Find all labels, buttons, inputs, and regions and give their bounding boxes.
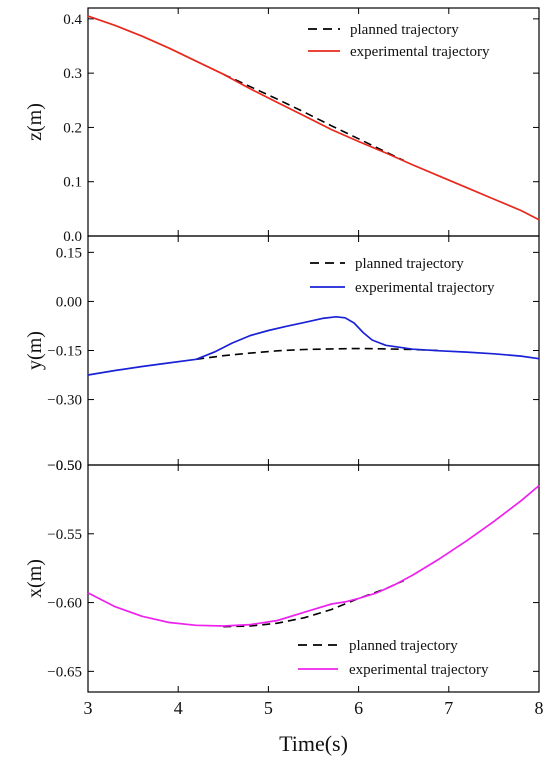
panel-2: −0.50 −0.30 −0.15 0.00 0.15 y(m) planned traje… [24, 235, 540, 474]
y-tick-label: −0.15 [47, 344, 82, 360]
series-line-experimental-trajectory [87, 315, 540, 376]
legend-label: experimental trajectory [355, 280, 495, 296]
y-tick-label: −0.30 [47, 393, 82, 409]
x-tick-label: 8 [535, 698, 544, 718]
series-line-planned-trajectory [196, 347, 440, 361]
x-tick-label: 6 [354, 698, 363, 718]
y-axis-label: y(m) [24, 331, 46, 370]
x-tick-label: 3 [84, 698, 93, 718]
y-tick-label: 0.1 [63, 175, 82, 191]
series-line-planned-trajectory [223, 579, 405, 628]
y-tick-label: −0.65 [47, 664, 82, 680]
series-line-planned-trajectory [222, 73, 405, 162]
y-tick-label: −0.50 [47, 458, 82, 474]
x-tick-label: 4 [174, 698, 183, 718]
y-tick-label: −0.50 [47, 458, 82, 474]
y-tick-label: 0.3 [63, 66, 82, 82]
panel-frame [87, 464, 540, 693]
series-line-experimental-trajectory [87, 484, 540, 627]
x-tick-label: 7 [444, 698, 453, 718]
y-axis-label: x(m) [24, 559, 46, 598]
panel-3: −0.65 −0.60 −0.55 −0.50 3 4 5 6 7 8 x(m) Time(s) pla… [24, 458, 544, 756]
panel-frame [87, 235, 540, 466]
x-tick-label: 5 [264, 698, 273, 718]
y-tick-label: 0.00 [56, 294, 82, 310]
y-axis-label: z(m) [24, 103, 46, 141]
panel-1: 0.0 0.1 0.2 0.3 0.4 z(m) planned trajectory exp… [24, 7, 540, 245]
y-tick-label: −0.55 [47, 527, 82, 543]
y-tick-label: 0.15 [56, 245, 82, 261]
y-tick-label: −0.60 [47, 596, 82, 612]
y-tick-label: 0.0 [63, 229, 82, 245]
legend-label: planned trajectory [350, 22, 459, 38]
legend-label: experimental trajectory [349, 662, 489, 678]
legend-label: experimental trajectory [350, 44, 490, 60]
legend-label: planned trajectory [355, 256, 464, 272]
y-tick-label: 0.2 [63, 120, 82, 136]
legend-label: planned trajectory [349, 638, 458, 654]
x-axis-label: Time(s) [279, 731, 348, 756]
series-line-experimental-trajectory [87, 15, 540, 221]
y-tick-label: 0.4 [63, 12, 82, 28]
